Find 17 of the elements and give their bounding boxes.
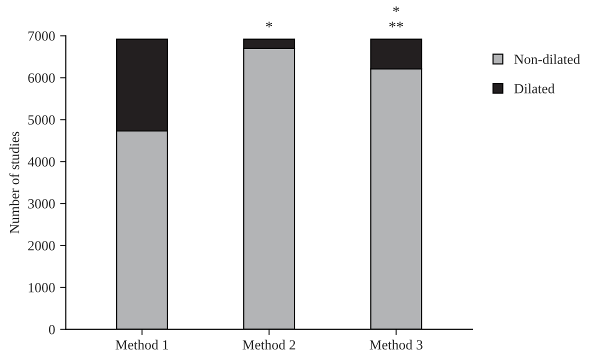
y-tick-label: 0: [48, 324, 55, 334]
y-axis-title: Number of studies: [9, 132, 20, 234]
y-tick-label: 1000: [28, 283, 55, 292]
x-tick-label: Method 1: [116, 340, 168, 350]
annotation: *: [393, 6, 400, 12]
y-tick-label: 6000: [28, 73, 55, 83]
annotation: **: [389, 22, 404, 28]
x-tick-label: Method 2: [242, 340, 296, 350]
y-tick-label: 3000: [28, 199, 55, 209]
y-tick-label: 7000: [28, 31, 55, 41]
legend-label: Non-dilated: [514, 54, 580, 64]
y-tick-label: 4000: [28, 157, 55, 167]
annotation: *: [266, 22, 272, 28]
y-tick-label: 5000: [28, 115, 55, 125]
x-tick-label: Method 3: [370, 340, 422, 350]
y-tick-label: 2000: [28, 241, 55, 250]
legend-label: Dilated: [514, 84, 555, 94]
